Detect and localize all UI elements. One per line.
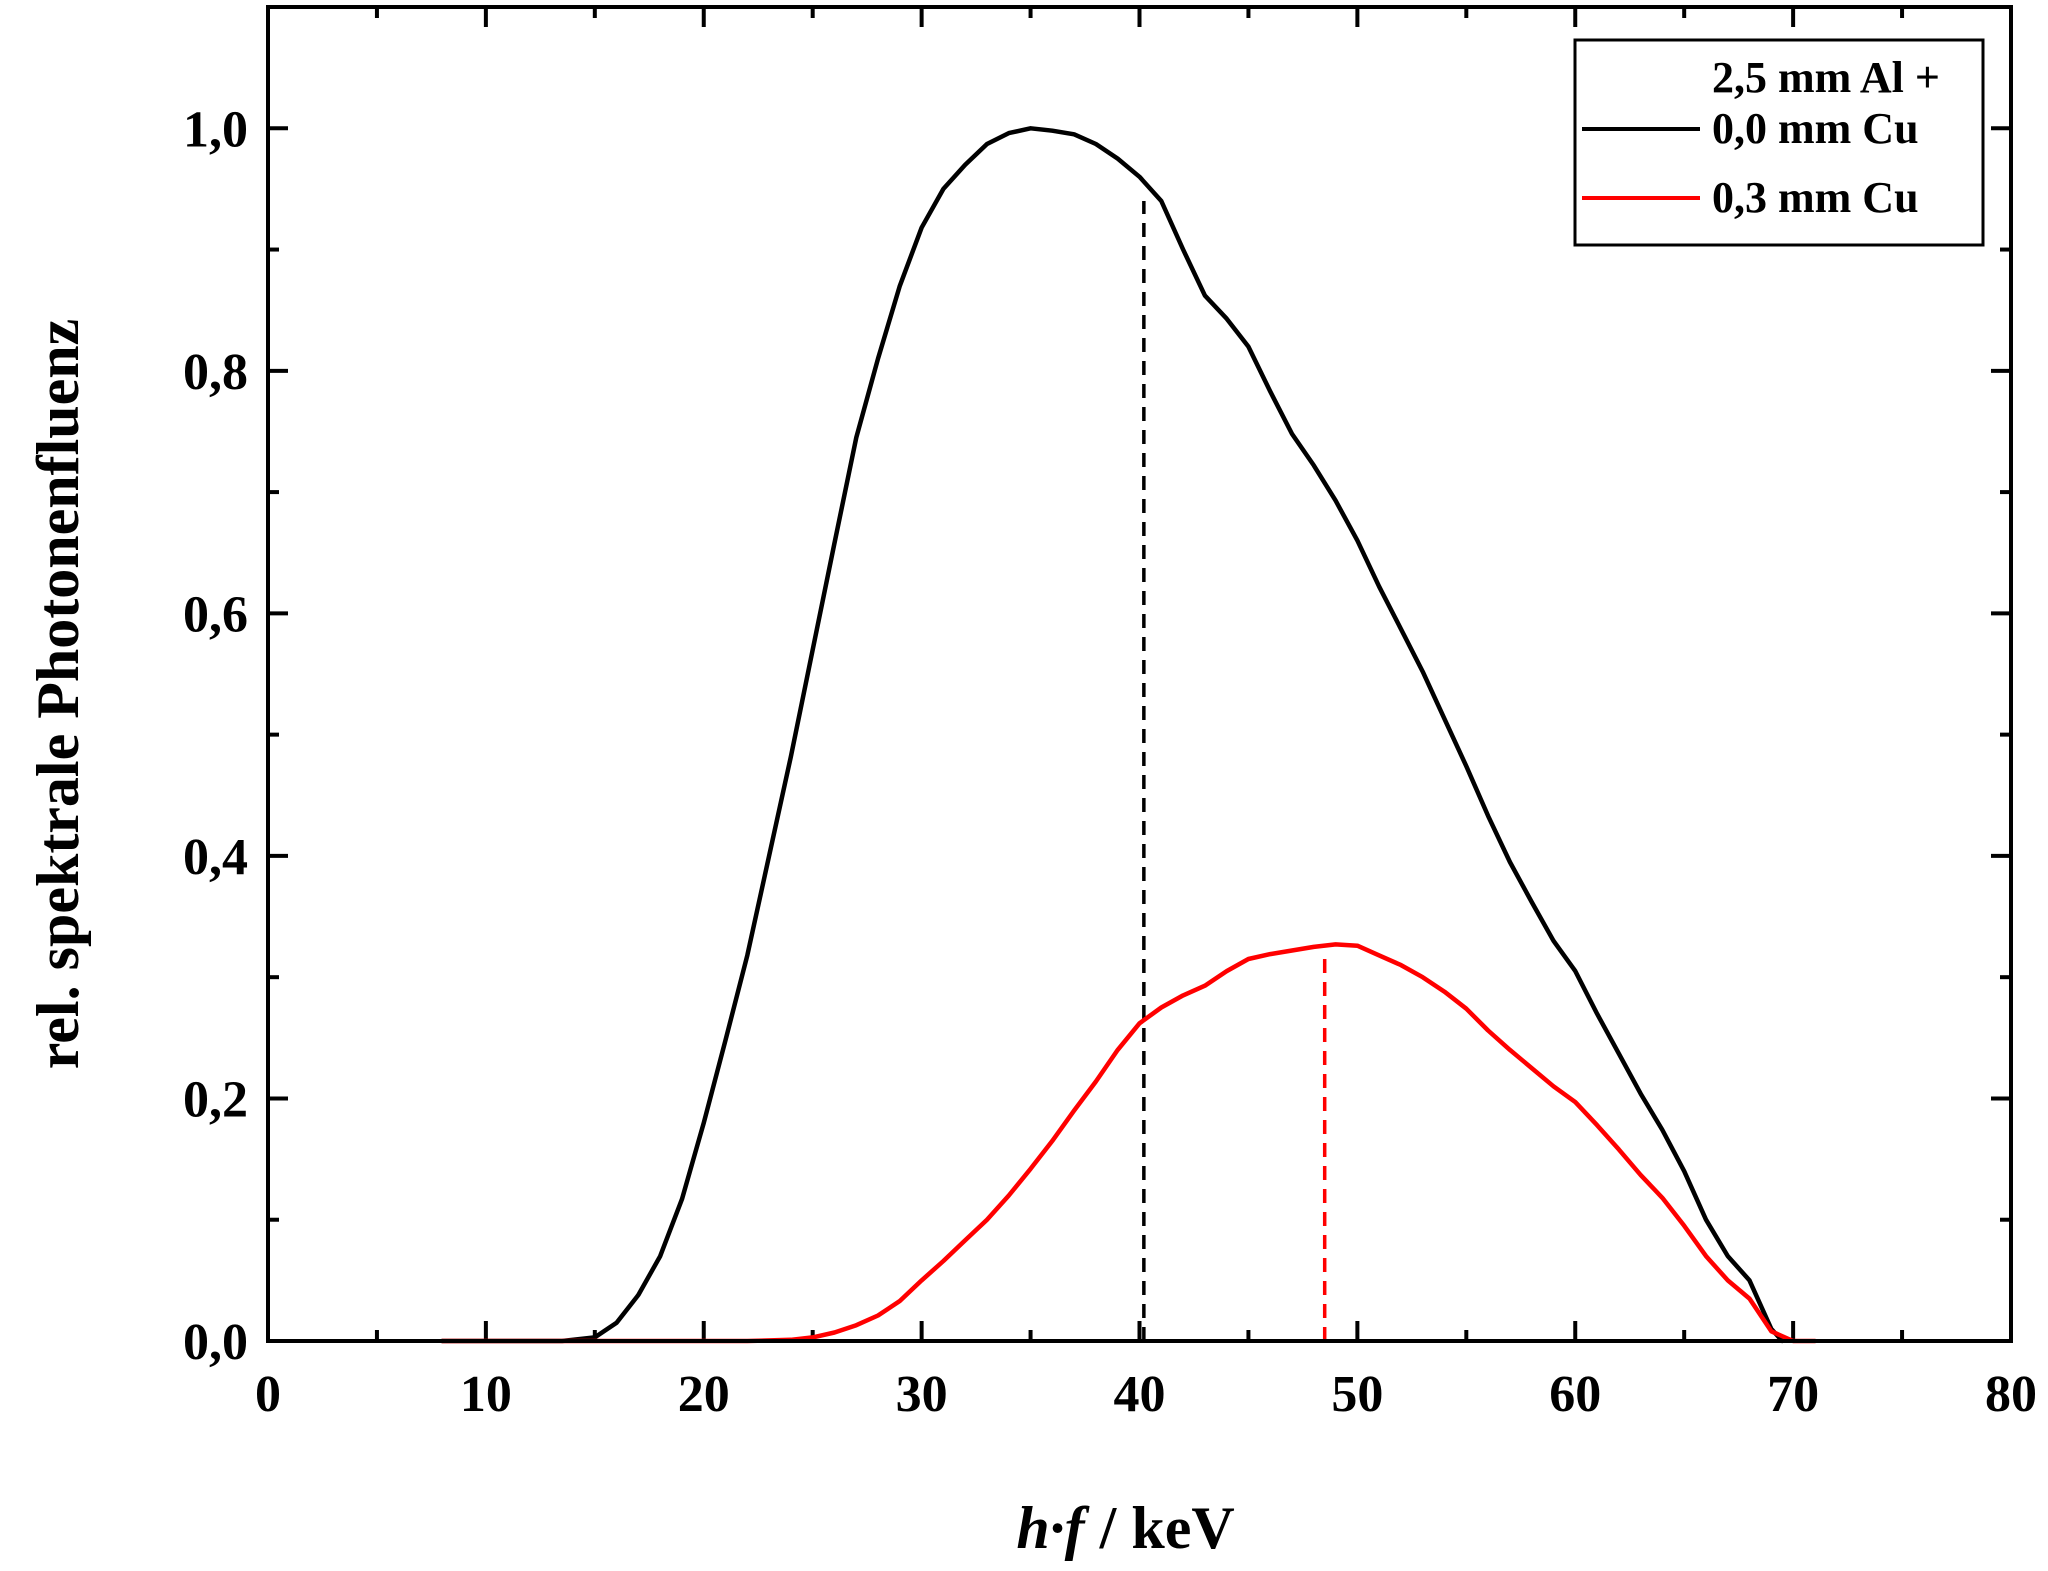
- x-tick-label: 80: [1985, 1366, 2037, 1423]
- x-tick-label: 0: [255, 1366, 281, 1423]
- x-tick-label: 20: [678, 1366, 730, 1423]
- x-tick-label: 70: [1767, 1366, 1819, 1423]
- x-tick-label: 60: [1549, 1366, 1601, 1423]
- x-tick-label: 40: [1114, 1366, 1166, 1423]
- y-axis-title: rel. spektrale Photonenfluenz: [25, 319, 91, 1070]
- legend: 2,5 mm Al + 0,0 mm Cu 0,3 mm Cu: [1573, 38, 1985, 247]
- x-axis-title: h·f / keV: [1016, 1495, 1234, 1561]
- data-series: [440, 126, 1818, 1344]
- plot-frame: [266, 5, 2013, 1343]
- x-tick-label: 30: [896, 1366, 948, 1423]
- y-tick-label: 0,0: [183, 1314, 248, 1371]
- x-tick-labels: 0 10 20 30 40 50 60 70 80: [255, 1366, 2037, 1423]
- x-axis-title-symbol: h·f: [1016, 1495, 1089, 1561]
- y-tick-label: 0,4: [183, 829, 248, 886]
- x-tick-label: 10: [460, 1366, 512, 1423]
- y-tick-label: 0,2: [183, 1071, 248, 1128]
- y-tick-label: 1,0: [183, 101, 248, 158]
- legend-label-0-mm-cu: 0,0 mm Cu: [1712, 104, 1919, 153]
- legend-header: 2,5 mm Al +: [1712, 53, 1940, 102]
- reference-lines: [1142, 201, 1327, 1341]
- x-tick-label: 50: [1331, 1366, 1383, 1423]
- series-line-1: [440, 942, 1818, 1344]
- y-tick-label: 0,8: [183, 344, 248, 401]
- legend-box: [1573, 38, 1985, 247]
- y-tick-labels: 0,0 0,2 0,4 0,6 0,8 1,0: [183, 101, 248, 1371]
- series-line-0: [440, 126, 1785, 1344]
- x-axis-title-unit: / keV: [1099, 1495, 1235, 1561]
- legend-label-0-3-mm-cu: 0,3 mm Cu: [1712, 173, 1919, 222]
- y-tick-label: 0,6: [183, 586, 248, 643]
